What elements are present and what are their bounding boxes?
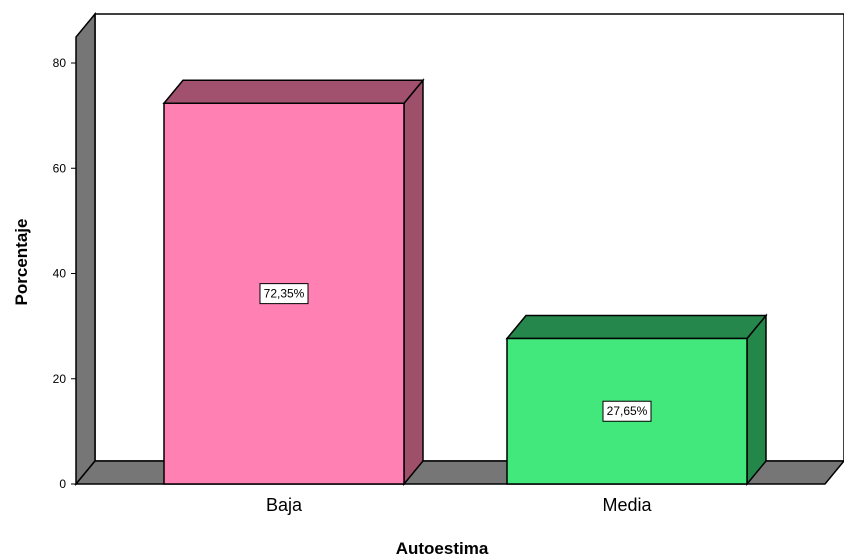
x-category-label: Baja xyxy=(266,495,303,515)
bar-top xyxy=(505,314,768,340)
y-tick-label: 60 xyxy=(53,161,67,175)
bar-top xyxy=(162,79,425,105)
bar-side xyxy=(403,78,424,487)
bar-side xyxy=(746,313,767,487)
y-tick-label: 20 xyxy=(53,372,67,386)
bars: 72,35% 27,65% xyxy=(162,78,768,487)
y-tick-label: 80 xyxy=(53,56,67,70)
y-axis-title: Porcentaje xyxy=(12,219,31,306)
x-category-label: Media xyxy=(602,495,652,515)
data-label-box xyxy=(602,400,652,422)
y-tick-label: 40 xyxy=(53,267,67,281)
data-label: 72,35% xyxy=(264,287,305,301)
bar-baja: 72,35% xyxy=(162,78,425,487)
x-axis-labels: Baja Media xyxy=(266,495,653,515)
data-label-box xyxy=(259,283,309,305)
data-label: 27,65% xyxy=(607,404,648,418)
bar-media: 27,65% xyxy=(505,313,768,487)
x-axis-title: Autoestima xyxy=(396,539,489,557)
y-axis-ticks: 0 20 40 60 80 xyxy=(53,56,76,491)
left-wall xyxy=(75,11,96,487)
y-tick-label: 0 xyxy=(59,477,66,491)
